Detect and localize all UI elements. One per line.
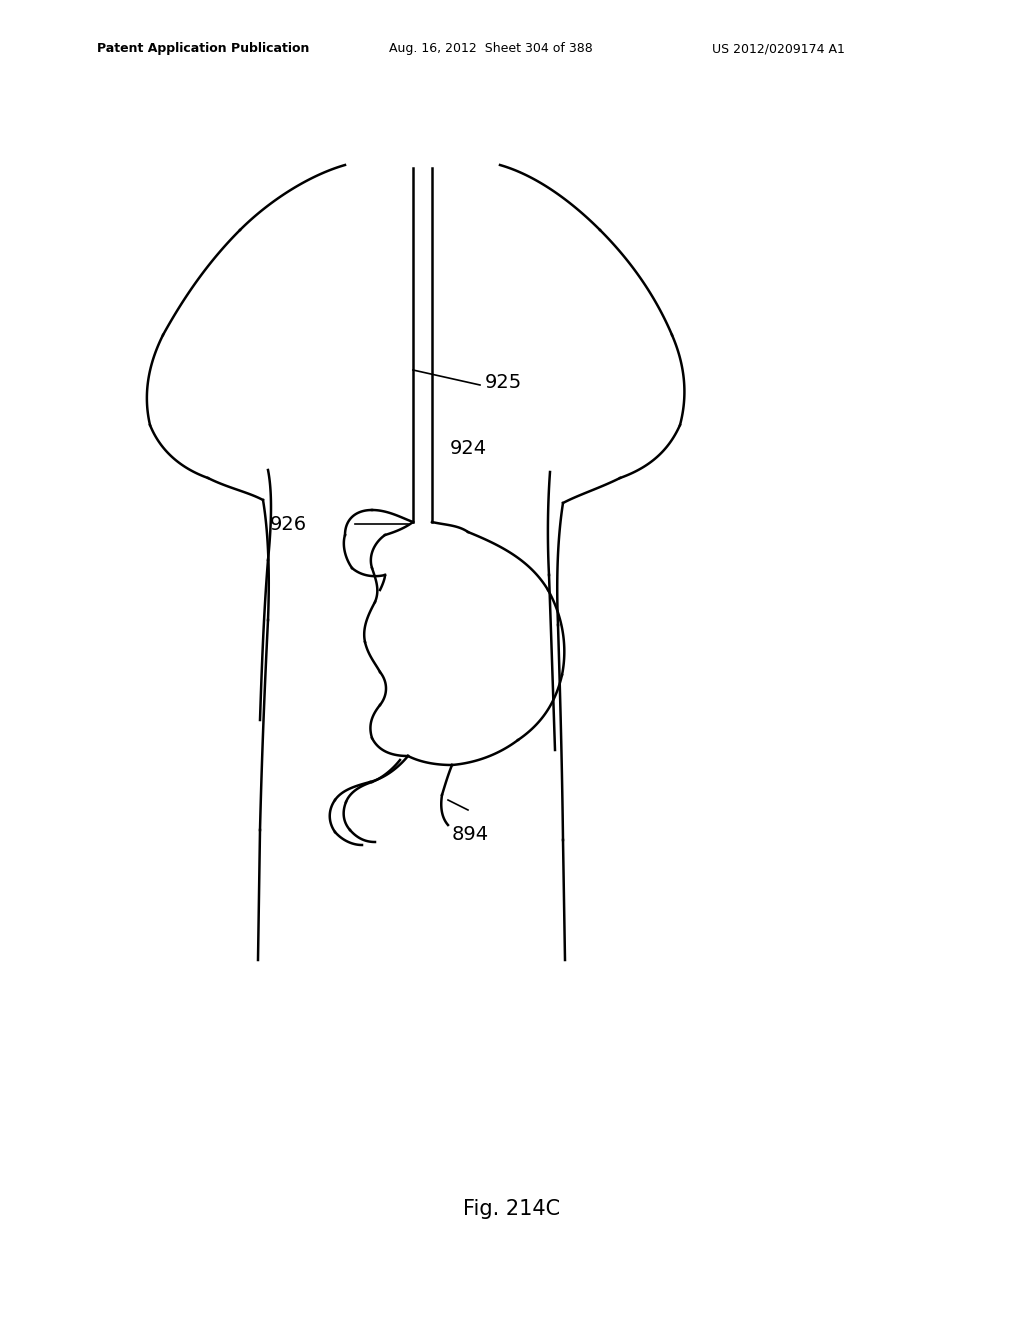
Text: Aug. 16, 2012  Sheet 304 of 388: Aug. 16, 2012 Sheet 304 of 388 — [389, 42, 593, 55]
Text: Patent Application Publication: Patent Application Publication — [97, 42, 309, 55]
Text: 925: 925 — [485, 372, 522, 392]
Text: 894: 894 — [452, 825, 488, 845]
Text: US 2012/0209174 A1: US 2012/0209174 A1 — [712, 42, 845, 55]
Text: 924: 924 — [450, 438, 487, 458]
Text: 926: 926 — [270, 515, 307, 533]
Text: Fig. 214C: Fig. 214C — [464, 1199, 560, 1218]
